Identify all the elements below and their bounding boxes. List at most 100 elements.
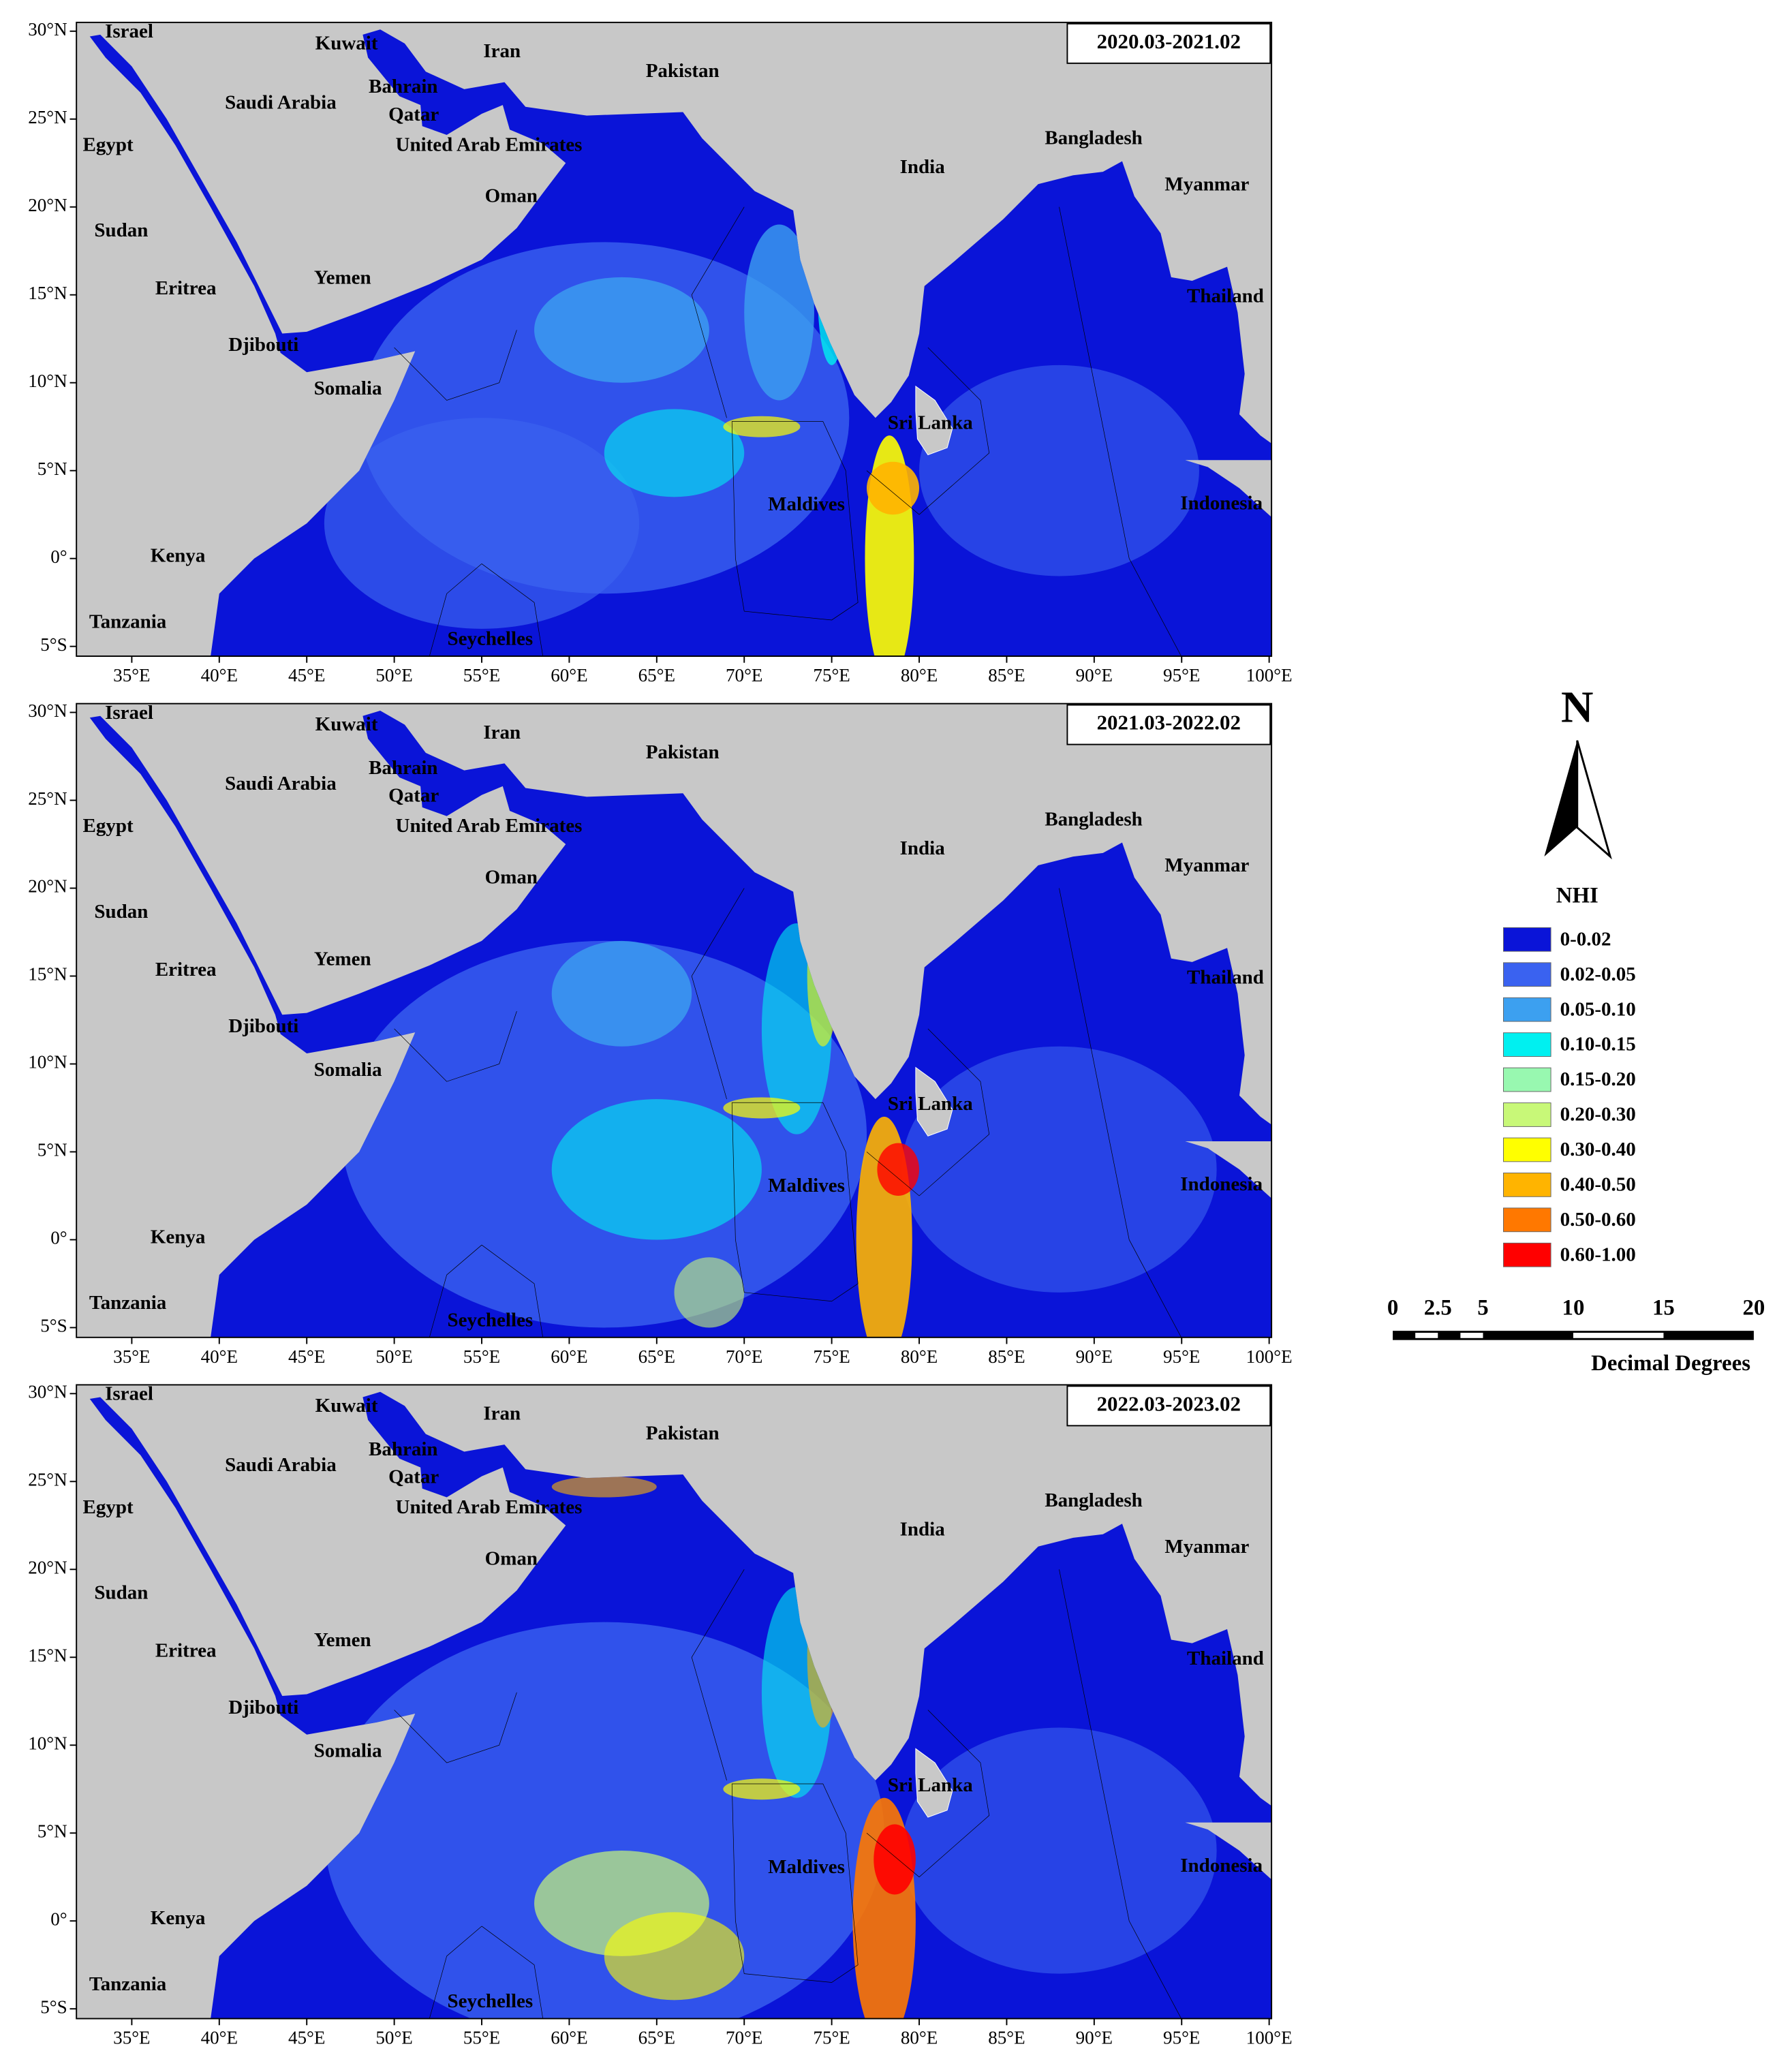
country-label: Bahrain <box>369 76 438 97</box>
country-label: Yemen <box>314 948 371 970</box>
lat-tick-label: 30°N <box>28 700 67 721</box>
scale-tick-label: 15 <box>1652 1296 1675 1320</box>
lon-tick-label: 40°E <box>201 1346 238 1367</box>
north-arrow <box>1544 740 1577 856</box>
country-label: Eritrea <box>155 1640 217 1662</box>
country-label: Israel <box>105 1383 153 1405</box>
nhi-patch <box>551 1476 657 1498</box>
lon-tick-label: 50°E <box>375 665 412 685</box>
country-label: Djibouti <box>228 1697 298 1718</box>
lon-tick-label: 75°E <box>813 2028 850 2048</box>
geo <box>89 710 1272 1338</box>
country-label: Somalia <box>314 1740 382 1762</box>
country-label: India <box>900 1519 946 1541</box>
legend-label: 0.02-0.05 <box>1560 963 1636 985</box>
north-label: N <box>1561 682 1593 732</box>
legend-label: 0.15-0.20 <box>1560 1068 1636 1090</box>
country-label: Kuwait <box>315 32 378 54</box>
country-label: Djibouti <box>228 334 298 356</box>
country-label: Djibouti <box>228 1015 298 1037</box>
scale-bar-segment <box>1573 1333 1664 1338</box>
lon-tick-label: 60°E <box>551 2028 587 2048</box>
lat-tick-label: 5°S <box>40 1316 67 1336</box>
lat-tick-label: 20°N <box>28 195 67 215</box>
lon-tick-label: 75°E <box>813 1346 850 1367</box>
panel-title-box <box>1066 1385 1271 1427</box>
country-label: Yemen <box>314 1629 371 1651</box>
lon-tick-label: 35°E <box>113 665 150 685</box>
map-area <box>76 703 1272 1338</box>
lon-tick-label: 100°E <box>1246 1346 1293 1367</box>
country-label: United Arab Emirates <box>396 815 583 837</box>
legend-swatch <box>1502 997 1551 1022</box>
lat-tick-label: 30°N <box>28 19 67 40</box>
country-label: Sudan <box>94 1582 148 1604</box>
panel-title-box <box>1066 704 1271 745</box>
legend-label: 0.30-0.40 <box>1560 1139 1636 1160</box>
lat-tick-label: 25°N <box>28 107 67 127</box>
lat-tick-label: 15°N <box>28 964 67 985</box>
lat-tick-label: 10°N <box>28 1052 67 1072</box>
lon-tick-label: 80°E <box>901 1346 938 1367</box>
lon-tick-label: 85°E <box>988 2028 1025 2048</box>
lat-tick-label: 30°N <box>28 1382 67 1402</box>
country-label: Eritrea <box>155 959 217 980</box>
country-label: Thailand <box>1187 966 1264 988</box>
legend-label: 0-0.02 <box>1560 928 1611 950</box>
geo <box>89 1391 1272 2019</box>
lon-tick-label: 70°E <box>726 2028 762 2048</box>
country-label: Kuwait <box>315 1395 378 1417</box>
country-label: Israel <box>105 702 153 724</box>
eez-boundary <box>395 889 1182 1338</box>
country-label: Tanzania <box>89 1973 167 1995</box>
lon-tick-label: 80°E <box>901 2028 938 2048</box>
nhi-patch <box>874 1824 916 1895</box>
country-label: Qatar <box>388 1466 439 1487</box>
nhi-patch <box>551 1099 762 1240</box>
country-label: Myanmar <box>1164 854 1249 876</box>
lon-tick-label: 90°E <box>1076 2028 1113 2048</box>
lon-tick-label: 90°E <box>1076 1346 1113 1367</box>
lon-tick-label: 55°E <box>463 665 500 685</box>
lat-tick-label: 20°N <box>28 876 67 897</box>
country-label: Maldives <box>768 1175 845 1196</box>
lon-tick-label: 60°E <box>551 665 587 685</box>
nhi-patch <box>551 940 692 1047</box>
country-label: Qatar <box>388 104 439 125</box>
nhi-patch <box>604 409 745 497</box>
country-label: Pakistan <box>646 1423 720 1445</box>
lon-tick-label: 95°E <box>1163 2028 1200 2048</box>
country-label: Seychelles <box>448 1309 534 1331</box>
legend-swatch <box>1502 962 1551 987</box>
sumatra <box>1185 1141 1272 1199</box>
legend-label: 0.05-0.10 <box>1560 998 1636 1020</box>
nhi-patch <box>901 1727 1217 1974</box>
lon-tick-label: 60°E <box>551 1346 587 1367</box>
country-label: Kuwait <box>315 713 378 735</box>
country-label: Kenya <box>151 1226 206 1248</box>
nhi-patch <box>901 1046 1217 1293</box>
country-label: Pakistan <box>646 60 720 82</box>
legend-swatch <box>1502 1172 1551 1197</box>
lon-tick-label: 40°E <box>201 2028 238 2048</box>
lon-tick-label: 100°E <box>1246 2028 1293 2048</box>
lon-tick-label: 35°E <box>113 1346 150 1367</box>
country-label: India <box>900 156 946 178</box>
map-frame <box>76 21 1273 657</box>
lat-tick-label: 15°N <box>28 283 67 303</box>
lon-tick-label: 35°E <box>113 2028 150 2048</box>
country-label: Iran <box>483 722 521 743</box>
lon-tick-label: 50°E <box>375 1346 412 1367</box>
country-label: Thailand <box>1187 1648 1264 1669</box>
lat-tick-label: 25°N <box>28 1470 67 1490</box>
geo <box>89 29 1272 657</box>
country-label: United Arab Emirates <box>396 134 583 155</box>
country-label: Seychelles <box>448 628 534 649</box>
legend-swatch <box>1502 1032 1551 1057</box>
legend-label: 0.60-1.00 <box>1560 1243 1636 1265</box>
country-label: Bahrain <box>369 1438 438 1460</box>
lat-tick-label: 0° <box>50 1909 67 1929</box>
legend-label: 0.40-0.50 <box>1560 1173 1636 1195</box>
country-label: Sri Lanka <box>888 1093 973 1115</box>
country-label: Myanmar <box>1164 173 1249 195</box>
